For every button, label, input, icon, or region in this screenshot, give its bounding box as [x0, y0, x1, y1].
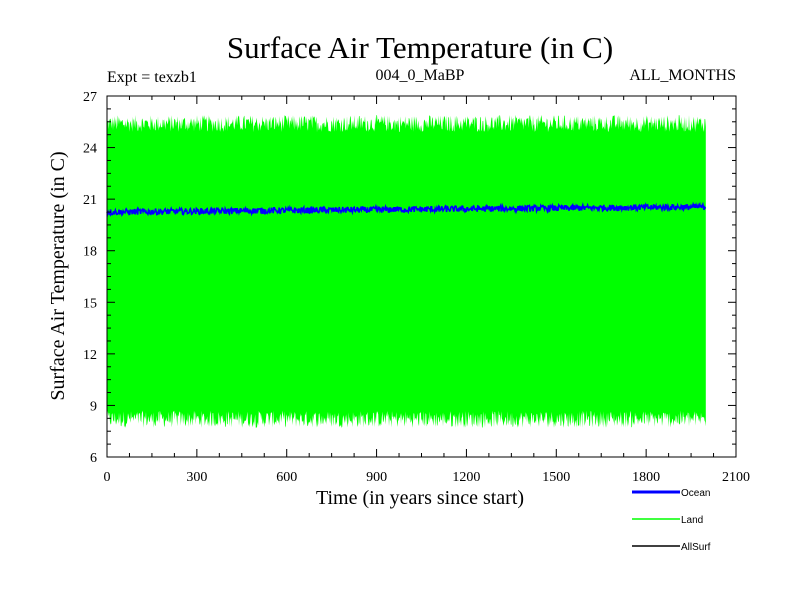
legend-item-land: Land: [632, 515, 703, 526]
y-tick-label: 6: [90, 451, 97, 466]
tick-layer: [106, 95, 737, 458]
legend: Ocean Land AllSurf: [632, 488, 711, 553]
legend-land-label: Land: [681, 515, 703, 526]
x-tick-label: 300: [186, 470, 207, 485]
x-tick-label: 1500: [542, 470, 570, 485]
x-tick-label: 600: [276, 470, 297, 485]
chart-title: Surface Air Temperature (in C): [227, 30, 613, 65]
legend-allsurf-label: AllSurf: [681, 542, 711, 553]
x-tick-label: 2100: [722, 470, 750, 485]
land-series-band: [107, 114, 706, 428]
y-tick-label: 15: [83, 296, 97, 311]
x-axis-label: Time (in years since start): [316, 487, 524, 509]
x-tick-labels: 0 300 600 900 1200 1500 1800 2100: [104, 470, 751, 485]
y-tick-labels: 6 9 12 15 18 21 24 27: [83, 90, 97, 466]
ocean-series-line: [106, 201, 707, 217]
y-tick-label: 12: [83, 348, 97, 363]
x-tick-label: 1800: [632, 470, 660, 485]
x-tick-label: 0: [104, 470, 111, 485]
months-label: ALL_MONTHS: [629, 67, 736, 84]
y-tick-label: 27: [83, 90, 97, 105]
legend-ocean-label: Ocean: [681, 488, 710, 499]
x-tick-label: 900: [366, 470, 387, 485]
y-tick-label: 21: [83, 193, 97, 208]
y-tick-label: 24: [83, 142, 97, 157]
legend-item-ocean: Ocean: [632, 488, 710, 499]
legend-item-allsurf: AllSurf: [632, 542, 711, 553]
period-label: 004_0_MaBP: [376, 67, 465, 84]
plot-area: [106, 95, 737, 458]
series-layer: [106, 114, 707, 428]
y-tick-label: 9: [90, 399, 97, 414]
y-axis-label: Surface Air Temperature (in C): [47, 151, 69, 400]
y-tick-label: 18: [83, 245, 97, 260]
x-tick-label: 1200: [452, 470, 480, 485]
experiment-label: Expt = texzb1: [107, 69, 197, 86]
